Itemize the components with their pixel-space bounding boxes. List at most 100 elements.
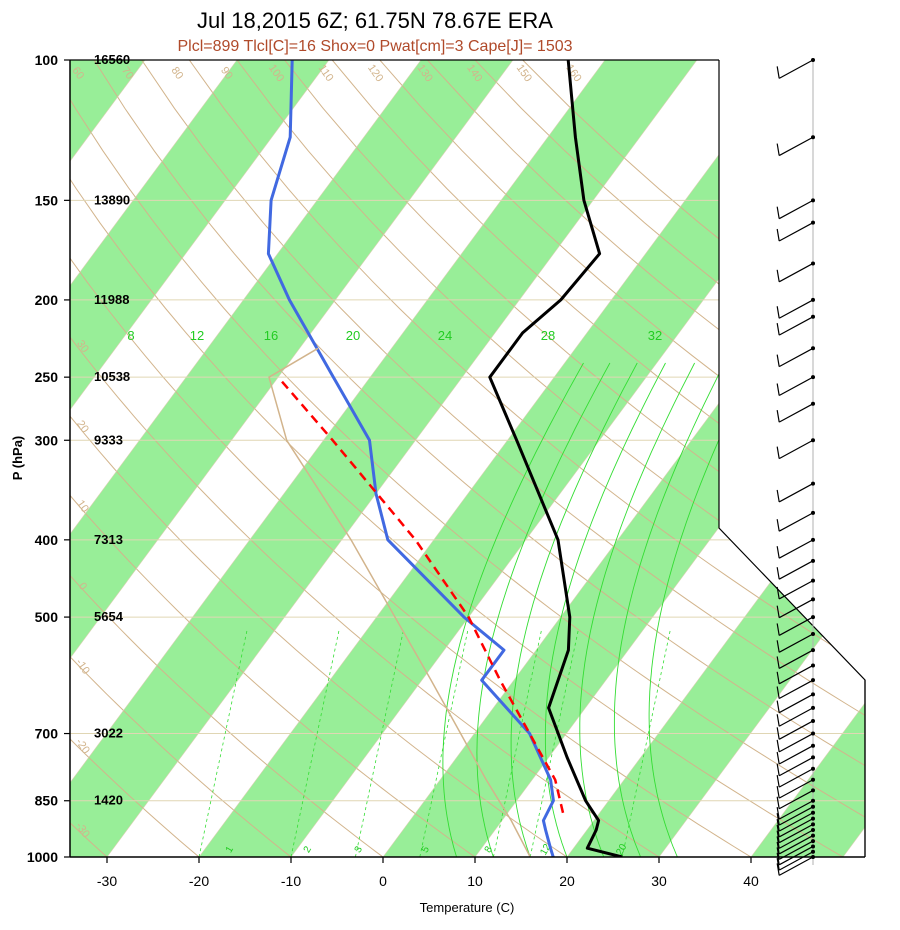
wind-barb-staff <box>778 483 814 503</box>
wind-barb-staff <box>778 720 814 740</box>
wind-barb-feather <box>776 228 780 242</box>
y-tick-label: 1000 <box>27 849 58 865</box>
wind-barb-feather <box>776 489 780 503</box>
wind-barb-staff <box>778 199 814 220</box>
dry-adiabat-label: -20 <box>73 736 92 756</box>
wind-barb-staff <box>778 598 814 619</box>
dry-adiabat-label: 120 <box>365 62 385 84</box>
mixing-ratio-line <box>290 630 340 857</box>
moist-adiabat <box>648 362 756 857</box>
wind-barb-feather <box>776 269 780 282</box>
moist-adiabat-label: 28 <box>541 328 555 343</box>
wind-barb-feather <box>776 446 780 459</box>
mixing-ratio-label: 8 <box>483 844 496 855</box>
wind-barb-feather <box>776 306 780 319</box>
wind-barb-feather <box>776 546 780 559</box>
wind-barb-feather <box>776 605 780 618</box>
moist-adiabat <box>613 362 725 857</box>
x-tick-label: -20 <box>189 873 209 889</box>
wind-barb-staff <box>778 580 814 600</box>
wind-barb-feather <box>776 852 780 865</box>
y-tick-label: 300 <box>35 432 59 448</box>
y-tick-label: 150 <box>35 192 59 208</box>
dry-adiabat-label: 70 <box>119 65 136 82</box>
mixing-ratio-line <box>198 630 248 857</box>
wind-barb-staff <box>778 800 814 820</box>
wind-barb-feather <box>776 567 780 580</box>
wind-barb-staff <box>778 512 814 532</box>
wind-barb-staff <box>778 779 814 799</box>
dry-adiabat-label: 10 <box>74 498 91 515</box>
mixing-ratio-line <box>493 630 542 857</box>
height-label: 5654 <box>94 609 124 624</box>
moist-adiabat <box>510 362 638 857</box>
wind-barb-feather <box>776 813 780 826</box>
wind-barb-staff <box>778 299 814 319</box>
wind-barb-feather <box>776 841 780 855</box>
wind-barb-staff <box>778 789 814 810</box>
wind-barb-feather <box>776 751 780 765</box>
wind-barb-staff <box>778 539 814 559</box>
mixing-ratio-label: 1 <box>224 844 237 855</box>
wind-barb-staff <box>778 664 814 685</box>
wind-barb-feather <box>776 824 780 838</box>
wind-barb-feather <box>776 763 780 776</box>
wind-barb-staff <box>778 633 814 653</box>
chart-title: Jul 18,2015 6Z; 61.75N 78.67E ERA <box>197 8 553 33</box>
isotherm-line <box>382 205 865 857</box>
isotherm-line <box>70 60 238 287</box>
wind-barb-staff <box>778 845 814 866</box>
wind-barb-staff <box>778 812 814 832</box>
wind-barb-staff <box>778 823 814 844</box>
wind-barb-staff <box>778 439 814 460</box>
dry-adiabat-label: 160 <box>563 62 583 84</box>
moist-adiabat-label: 12 <box>190 328 204 343</box>
wind-barb-feather <box>776 410 780 423</box>
x-tick-label: 20 <box>559 873 575 889</box>
height-label: 10538 <box>94 369 130 384</box>
x-tick-label: 40 <box>743 873 759 889</box>
dry-adiabat-label: 60 <box>69 65 86 82</box>
wind-barb-staff <box>778 262 814 283</box>
x-tick-label: 0 <box>379 873 387 889</box>
mixing-ratio-line <box>529 630 579 857</box>
mixing-ratio-label: 2 <box>302 844 315 855</box>
wind-barb-feather <box>776 686 780 699</box>
y-tick-label: 100 <box>35 52 59 68</box>
wind-barb-staff <box>778 756 814 777</box>
dry-adiabat-label: 80 <box>169 65 186 82</box>
wind-barb-staff <box>778 768 814 788</box>
wind-barb-feather <box>776 354 780 367</box>
moist-adiabat-label: 20 <box>346 328 360 343</box>
isotherm-line <box>70 60 422 535</box>
wind-barb-feather <box>776 739 780 752</box>
wind-barb-staff <box>778 347 814 368</box>
isotherm-band <box>199 60 865 857</box>
dry-adiabat-label: 20 <box>74 418 91 435</box>
height-label: 7313 <box>94 532 123 547</box>
moist-adiabat <box>579 362 696 857</box>
wind-barb-staff <box>778 560 814 580</box>
wind-barb-feather <box>776 727 780 740</box>
wind-barb-staff <box>778 707 814 727</box>
moist-adiabat-label: 24 <box>438 328 452 343</box>
wind-barb-feather <box>776 671 780 684</box>
moist-adiabat-label: 8 <box>127 328 134 343</box>
dry-adiabat-label: 90 <box>218 65 235 82</box>
y-tick-label: 500 <box>35 609 59 625</box>
y-tick-label: 200 <box>35 292 59 308</box>
wind-barb-staff <box>778 222 814 242</box>
wind-barb-staff <box>778 59 814 79</box>
dry-adiabat-label: 150 <box>514 62 534 84</box>
height-label: 3022 <box>94 726 123 741</box>
wind-barb-staff <box>778 829 814 849</box>
wind-barb-feather <box>776 519 780 532</box>
dry-adiabat-label: 30 <box>74 338 91 355</box>
mixing-ratio-label: 3 <box>353 844 366 855</box>
wind-barb-staff <box>778 851 814 871</box>
isotherm-line <box>70 60 514 659</box>
mixing-ratio-line <box>419 630 469 857</box>
wind-barb-feather <box>776 623 780 636</box>
